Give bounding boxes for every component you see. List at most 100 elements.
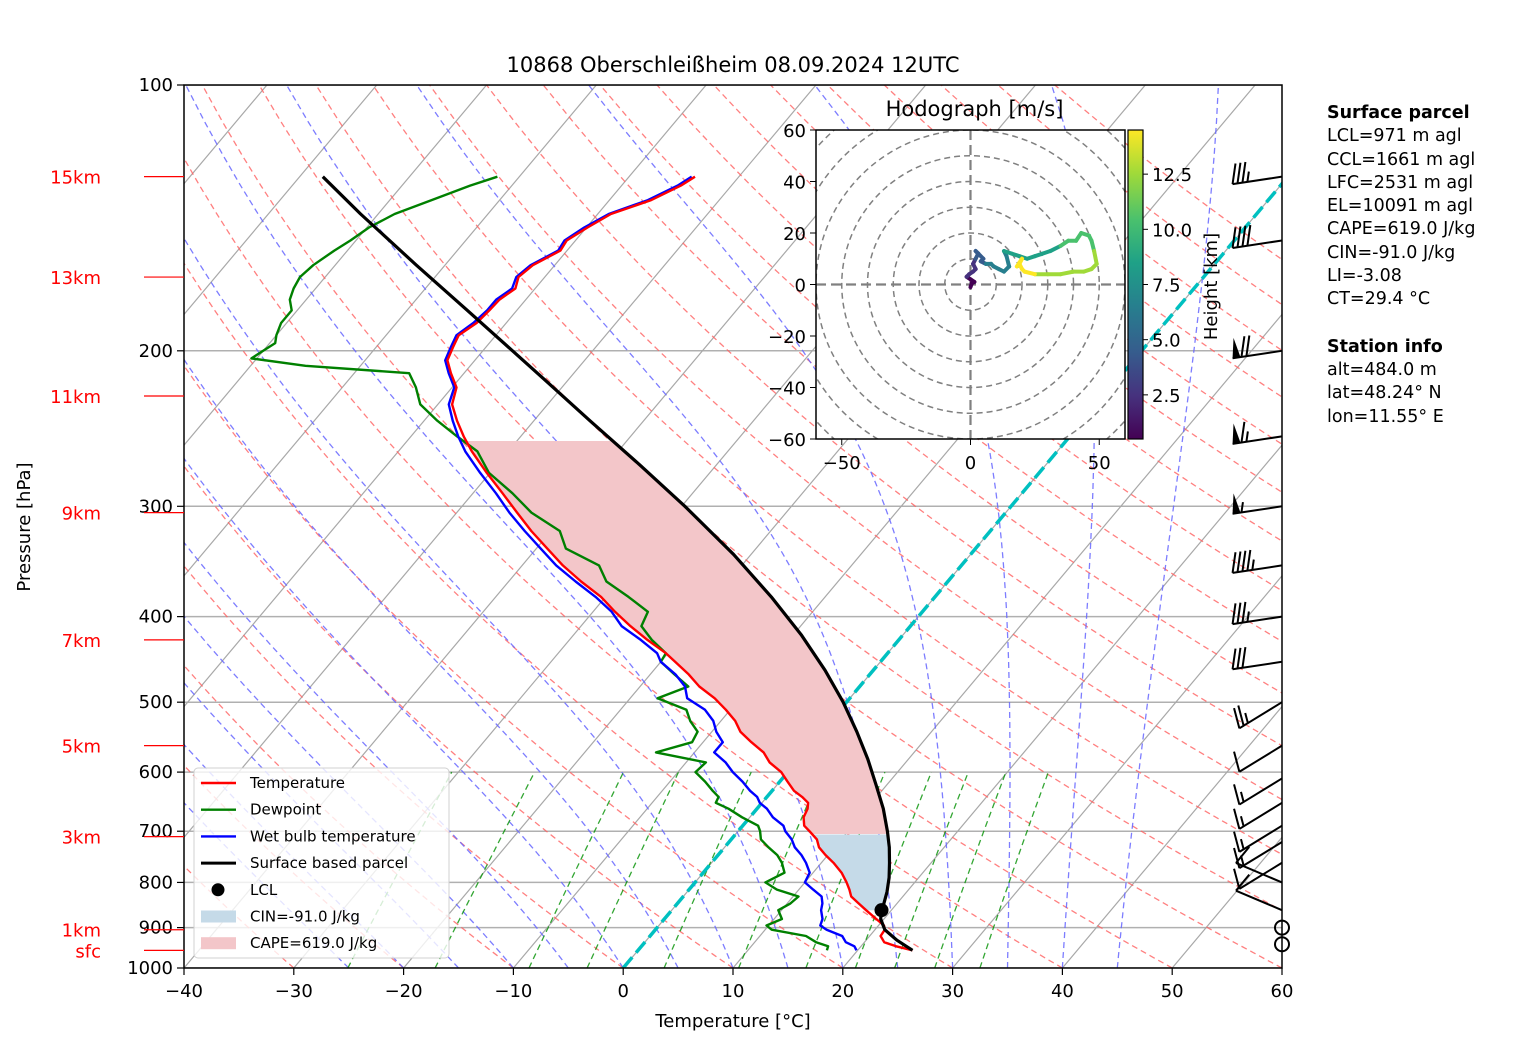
mixing-ratio-line xyxy=(893,771,969,968)
wind-barb-icon xyxy=(1235,846,1283,884)
barb-half xyxy=(1245,431,1249,442)
mixing-ratio-line xyxy=(934,771,1007,968)
height-label: 3km xyxy=(62,828,101,849)
wind-barb-icon xyxy=(1232,493,1283,515)
isotherm-line xyxy=(952,574,1282,968)
barb-full xyxy=(1240,421,1246,443)
wind-barb-icon xyxy=(1231,549,1283,574)
y-tick-label: 800 xyxy=(139,872,173,893)
surface-parcel-line: CIN=-91.0 J/kg xyxy=(1327,242,1456,263)
barb-half xyxy=(1240,815,1245,827)
x-tick-label: 0 xyxy=(617,981,628,1002)
dry-adiabat xyxy=(184,465,734,968)
cape-cin-fills xyxy=(466,441,890,911)
barb-shaft xyxy=(1232,435,1283,445)
barb-full xyxy=(1241,161,1247,183)
legend-label: Dewpoint xyxy=(250,801,321,819)
barb-full xyxy=(1241,225,1247,247)
barb-full xyxy=(1233,831,1241,853)
barb-flag xyxy=(1232,337,1241,359)
barb-full xyxy=(1231,227,1237,249)
wind-barb-icon xyxy=(1231,161,1283,186)
height-label: 9km xyxy=(62,504,101,525)
barb-full xyxy=(1235,846,1251,864)
legend-label: Surface based parcel xyxy=(250,854,408,872)
hodograph-y-tick-label: −20 xyxy=(768,327,806,348)
calm-wind-icon xyxy=(1274,919,1290,936)
y-tick-label: 300 xyxy=(139,496,173,517)
isotherm-line xyxy=(184,85,597,577)
legend-label: LCL xyxy=(250,881,278,899)
y-tick-label: 400 xyxy=(139,607,173,628)
isotherm-line xyxy=(1061,705,1282,968)
cin-fill xyxy=(812,834,890,911)
x-tick-label: −20 xyxy=(385,981,423,1002)
x-tick-label: −30 xyxy=(275,981,313,1002)
wind-barb-icon xyxy=(1233,744,1283,773)
y-tick-label: 700 xyxy=(139,821,173,842)
barb-shaft xyxy=(1232,349,1283,360)
moist-adiabat xyxy=(184,358,679,968)
dry-adiabat xyxy=(184,157,1063,968)
colorbar-label: Height [km] xyxy=(1201,233,1222,340)
barb-shaft xyxy=(1232,239,1283,249)
station-info-line: alt=484.0 m xyxy=(1327,359,1437,380)
barb-shaft xyxy=(1232,660,1283,671)
barb-full xyxy=(1241,550,1247,572)
calm-wind-icon xyxy=(1274,936,1290,953)
wind-barb-icon xyxy=(1233,801,1283,830)
moist-adiabat xyxy=(1116,85,1220,968)
mixing-ratio-line xyxy=(434,771,536,968)
hodograph-segment xyxy=(1014,256,1024,269)
cape-fill xyxy=(466,441,888,834)
barb-full xyxy=(1236,602,1242,624)
mixing-ratio-line xyxy=(805,771,886,968)
height-label: 15km xyxy=(50,168,101,189)
hodograph-y-tick-label: 40 xyxy=(783,173,806,194)
height-label: 13km xyxy=(50,268,101,289)
legend-box xyxy=(193,767,450,959)
station-info-line: lat=48.24° N xyxy=(1327,383,1442,404)
wind-barb-icon xyxy=(1233,701,1283,730)
surface-parcel-line: CAPE=619.0 J/kg xyxy=(1327,219,1476,240)
barb-half xyxy=(1240,791,1245,803)
hodograph-y-tick-label: −60 xyxy=(768,430,806,451)
dry-adiabat xyxy=(184,262,953,968)
y-tick-label: 200 xyxy=(139,341,173,362)
temperature-trace xyxy=(446,175,913,952)
barb-full xyxy=(1246,224,1252,246)
colorbar-tick-label: 7.5 xyxy=(1152,276,1181,297)
station-info-header: Station info xyxy=(1327,336,1443,357)
hodograph-y-tick-label: 60 xyxy=(783,121,806,142)
mixing-ratio-line xyxy=(737,771,823,968)
mixing-ratio-line xyxy=(979,771,1049,968)
wind-barb-icon xyxy=(1231,224,1283,249)
barb-half xyxy=(1246,171,1250,183)
hodograph-title: Hodograph [m/s] xyxy=(886,97,1064,121)
surface-parcel-line: CT=29.4 °C xyxy=(1327,289,1431,310)
legend-item: Wet bulb temperature xyxy=(201,827,416,845)
barb-shaft xyxy=(1238,824,1283,853)
barb-full xyxy=(1245,335,1251,357)
hodograph: Hodograph [m/s] 60 40 20 0 −20 −40 −60 −50 0 50 2.5… xyxy=(768,97,1222,474)
barb-full xyxy=(1233,868,1241,890)
colorbar-tick-label: 12.5 xyxy=(1152,165,1192,186)
station-info-line: lon=11.55° E xyxy=(1327,406,1444,427)
dewpoint-trace xyxy=(250,175,830,951)
wind-barb-icon xyxy=(1232,421,1283,445)
temperature-axis: −40 −30 −20 −10 0 10 20 30 40 50 60 xyxy=(165,968,1293,1002)
barb-full xyxy=(1235,873,1251,892)
colorbar-tick-label: 5.0 xyxy=(1152,331,1181,352)
height-label: 1km xyxy=(62,921,101,942)
y-tick-label: 1000 xyxy=(127,958,173,979)
dry-adiabat xyxy=(372,85,1282,856)
barb-flag xyxy=(1232,423,1241,444)
lcl-marker xyxy=(874,903,889,918)
surface-parcel-line: EL=10091 m agl xyxy=(1327,196,1474,217)
legend-label: CIN=-91.0 J/kg xyxy=(250,908,360,926)
height-label: 7km xyxy=(62,631,101,652)
barb-shaft xyxy=(1238,777,1283,806)
legend-item: Surface based parcel xyxy=(201,854,408,872)
hodograph-y-tick-label: 0 xyxy=(795,276,806,297)
